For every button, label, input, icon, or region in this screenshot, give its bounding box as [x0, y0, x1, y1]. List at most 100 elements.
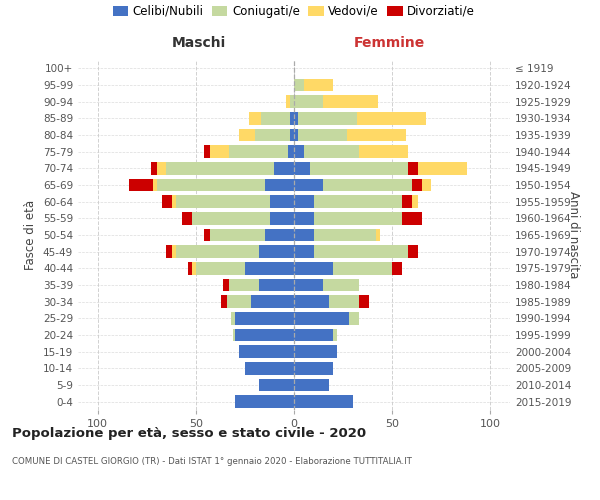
Bar: [402, 196, 412, 208]
Text: Popolazione per età, sesso e stato civile - 2020: Popolazione per età, sesso e stato civil…: [12, 428, 366, 440]
Bar: [392, 262, 402, 274]
Bar: [402, 212, 412, 224]
Bar: [203, 146, 209, 158]
Bar: [314, 196, 402, 208]
Bar: [188, 262, 192, 274]
Bar: [235, 329, 294, 341]
Bar: [166, 162, 274, 174]
Bar: [227, 296, 251, 308]
Bar: [408, 246, 418, 258]
Bar: [333, 262, 392, 274]
Bar: [294, 362, 333, 374]
Bar: [249, 112, 260, 124]
Bar: [239, 129, 255, 141]
Bar: [271, 196, 294, 208]
Bar: [294, 79, 304, 92]
Bar: [304, 79, 333, 92]
Text: Femmine: Femmine: [353, 36, 425, 50]
Bar: [294, 379, 329, 391]
Bar: [163, 196, 172, 208]
Bar: [182, 212, 192, 224]
Bar: [359, 296, 368, 308]
Bar: [408, 162, 467, 174]
Bar: [294, 129, 298, 141]
Bar: [314, 246, 408, 258]
Bar: [294, 329, 333, 341]
Bar: [294, 312, 349, 324]
Bar: [209, 146, 229, 158]
Bar: [172, 196, 176, 208]
Bar: [239, 346, 294, 358]
Bar: [412, 179, 431, 192]
Bar: [265, 229, 294, 241]
Bar: [323, 279, 359, 291]
Bar: [294, 212, 314, 224]
Bar: [349, 312, 359, 324]
Bar: [259, 246, 294, 258]
Bar: [294, 146, 304, 158]
Bar: [359, 146, 408, 158]
Bar: [290, 96, 294, 108]
Bar: [294, 96, 323, 108]
Legend: Celibi/Nubili, Coniugati/e, Vedovi/e, Divorziati/e: Celibi/Nubili, Coniugati/e, Vedovi/e, Di…: [108, 0, 480, 22]
Bar: [271, 212, 294, 224]
Bar: [294, 179, 323, 192]
Bar: [294, 279, 323, 291]
Bar: [221, 296, 227, 308]
Y-axis label: Anni di nascita: Anni di nascita: [567, 192, 580, 278]
Bar: [172, 246, 176, 258]
Bar: [408, 162, 418, 174]
Bar: [151, 162, 157, 174]
Bar: [314, 229, 376, 241]
Bar: [251, 296, 294, 308]
Bar: [298, 112, 357, 124]
Bar: [223, 279, 229, 291]
Bar: [294, 396, 353, 408]
Bar: [392, 262, 396, 274]
Text: Maschi: Maschi: [172, 36, 226, 50]
Bar: [310, 162, 408, 174]
Bar: [294, 112, 298, 124]
Bar: [152, 179, 157, 192]
Bar: [298, 129, 347, 141]
Bar: [376, 229, 380, 241]
Bar: [265, 179, 294, 192]
Bar: [235, 312, 294, 324]
Bar: [129, 179, 152, 192]
Bar: [329, 296, 359, 308]
Bar: [233, 329, 235, 341]
Bar: [290, 112, 294, 124]
Bar: [157, 162, 166, 174]
Bar: [231, 312, 235, 324]
Bar: [260, 112, 290, 124]
Bar: [323, 96, 379, 108]
Bar: [245, 362, 294, 374]
Bar: [176, 246, 259, 258]
Bar: [259, 279, 294, 291]
Bar: [323, 179, 412, 192]
Bar: [294, 296, 329, 308]
Bar: [290, 129, 294, 141]
Bar: [259, 379, 294, 391]
Bar: [294, 262, 333, 274]
Bar: [402, 196, 418, 208]
Text: COMUNE DI CASTEL GIORGIO (TR) - Dati ISTAT 1° gennaio 2020 - Elaborazione TUTTIT: COMUNE DI CASTEL GIORGIO (TR) - Dati IST…: [12, 458, 412, 466]
Bar: [209, 229, 265, 241]
Bar: [255, 129, 290, 141]
Bar: [196, 262, 245, 274]
Bar: [203, 229, 209, 241]
Bar: [304, 146, 359, 158]
Bar: [347, 129, 406, 141]
Bar: [294, 346, 337, 358]
Bar: [294, 162, 310, 174]
Bar: [176, 196, 271, 208]
Bar: [192, 212, 271, 224]
Bar: [192, 262, 196, 274]
Bar: [229, 146, 288, 158]
Bar: [402, 212, 422, 224]
Bar: [229, 279, 259, 291]
Bar: [294, 196, 314, 208]
Bar: [314, 212, 402, 224]
Bar: [245, 262, 294, 274]
Bar: [357, 112, 425, 124]
